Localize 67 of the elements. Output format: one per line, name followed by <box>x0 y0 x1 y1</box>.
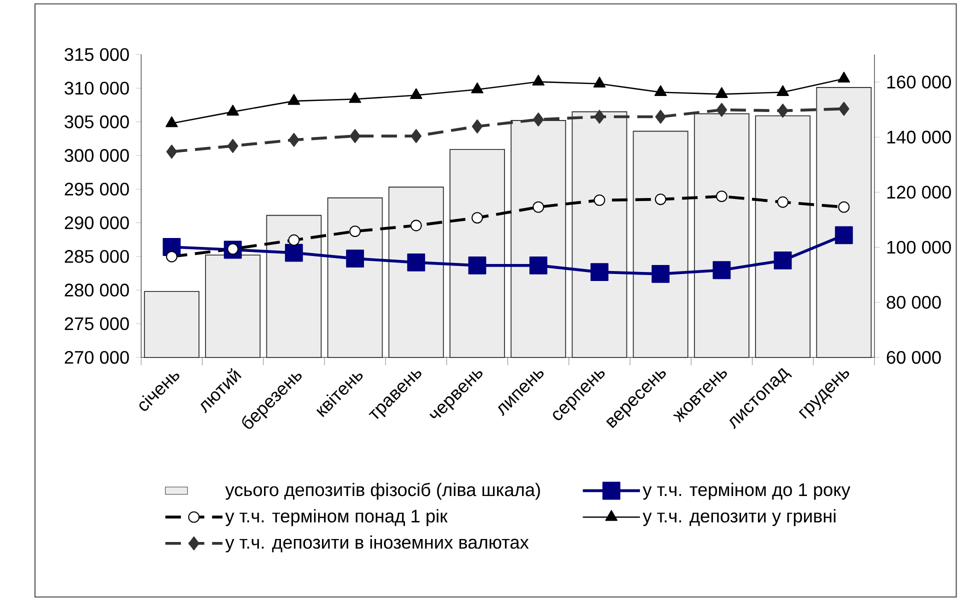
point <box>410 88 422 100</box>
point <box>227 138 238 154</box>
point <box>226 104 239 116</box>
point <box>166 144 178 159</box>
y-tick-label: 315 000 <box>64 48 129 62</box>
point <box>777 196 789 208</box>
point <box>166 116 178 128</box>
point <box>776 85 789 96</box>
point <box>654 194 666 206</box>
point <box>529 256 548 274</box>
y-tick-label: 300 000 <box>64 149 129 162</box>
legend-label: у т.ч. терміном понад 1 рік <box>225 509 448 526</box>
legend-label: у т.ч. депозити у гривні <box>642 509 836 526</box>
legend-label: у т.ч. терміном до 1 року <box>642 482 850 500</box>
point <box>594 110 605 124</box>
point <box>407 254 426 272</box>
y-tick-label: 290 000 <box>64 216 129 230</box>
y2-tick-label: 80 000 <box>886 296 941 309</box>
point <box>346 250 364 268</box>
y-tick-label: 305 000 <box>64 115 129 128</box>
y-tick-label: 285 000 <box>64 250 129 263</box>
point <box>288 132 300 147</box>
y2-tick-label: 100 000 <box>887 240 951 254</box>
y2-tick-label: 120 000 <box>887 186 951 199</box>
point <box>716 102 728 117</box>
point <box>655 110 666 124</box>
point <box>410 220 422 232</box>
point <box>532 74 545 86</box>
point <box>166 250 178 262</box>
point <box>472 119 483 134</box>
legend-label: усього депозитів фізосіб (ліва шкала) <box>225 482 540 500</box>
point <box>590 263 608 282</box>
point <box>532 201 544 213</box>
point <box>716 190 728 202</box>
y-tick-label: 310 000 <box>64 82 129 95</box>
point <box>774 252 792 270</box>
point <box>594 194 606 206</box>
y2-tick-label: 160 000 <box>887 76 951 89</box>
point <box>348 92 362 103</box>
point <box>284 244 303 262</box>
point <box>652 265 670 283</box>
point <box>654 85 667 96</box>
point <box>410 129 422 144</box>
point <box>532 112 544 127</box>
point <box>838 102 850 116</box>
point <box>593 76 606 88</box>
y-tick-label: 280 000 <box>64 284 129 297</box>
point <box>834 226 853 244</box>
point <box>712 261 731 280</box>
y-tick-label: 295 000 <box>64 182 129 196</box>
point <box>288 234 300 246</box>
point <box>349 226 361 238</box>
point <box>716 87 728 98</box>
legend-label: у т.ч. депозити в іноземних валютах <box>225 535 529 552</box>
y2-tick-label: 140 000 <box>887 130 951 144</box>
y2-tick-label: 60 000 <box>886 351 941 364</box>
point <box>227 243 239 255</box>
point <box>838 72 850 83</box>
y-tick-label: 275 000 <box>64 317 129 330</box>
point <box>838 201 850 213</box>
point <box>468 256 486 274</box>
point <box>350 129 360 144</box>
point <box>288 94 300 105</box>
y-tick-label: 270 000 <box>64 351 129 364</box>
point <box>777 104 788 118</box>
point <box>472 212 483 224</box>
point <box>471 82 484 94</box>
